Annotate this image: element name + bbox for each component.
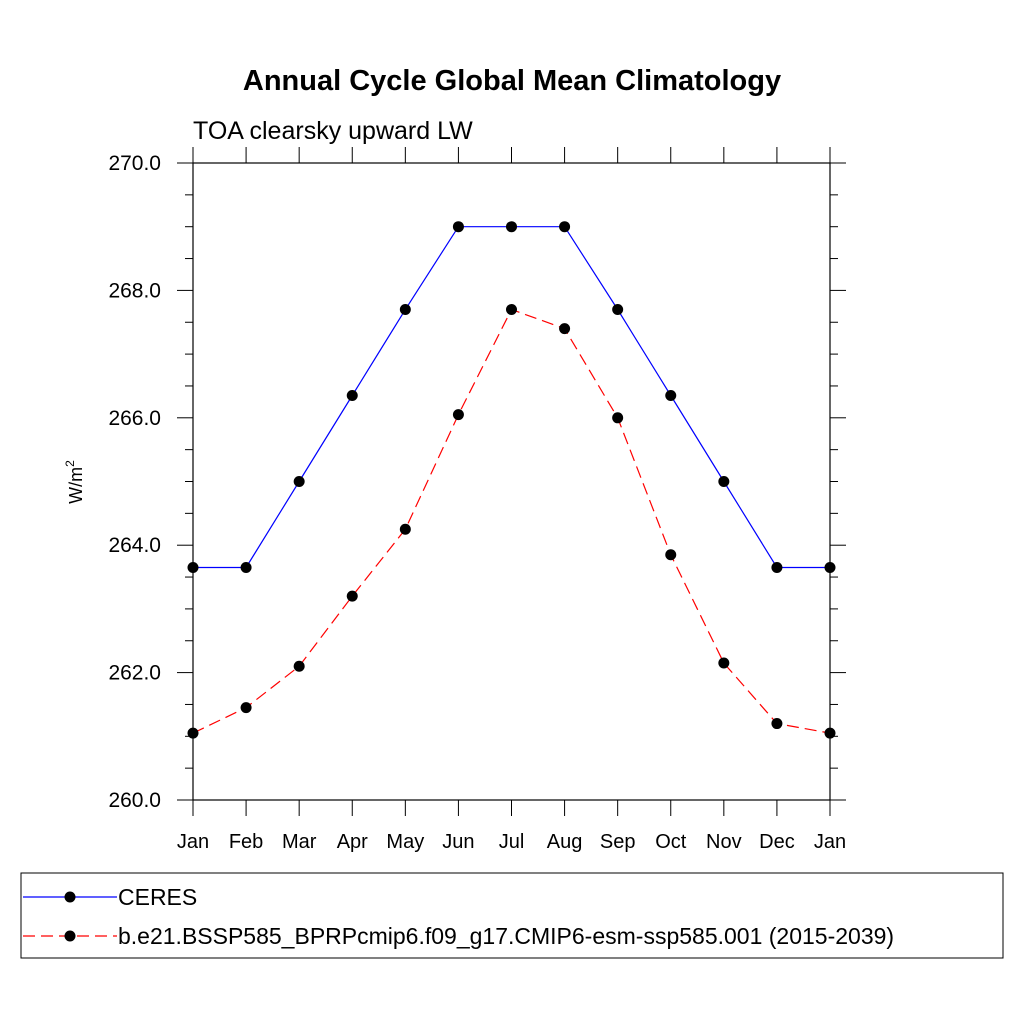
x-tick-label: Feb <box>229 831 263 853</box>
series-0-point <box>718 476 730 487</box>
x-tick-label: Jan <box>177 831 209 853</box>
x-tick-label: May <box>386 831 424 853</box>
series-0-point <box>665 390 677 402</box>
x-tick-label: Apr <box>337 831 368 853</box>
y-tick-label: 266.0 <box>108 407 161 430</box>
series-1-point <box>187 727 199 739</box>
series-1-point <box>346 590 358 602</box>
legend-marker-0 <box>64 891 76 903</box>
y-tick-label: 270.0 <box>108 152 161 175</box>
series-0-point <box>240 561 252 573</box>
series-1-point <box>452 409 464 421</box>
legend-label-0: CERES <box>118 884 197 910</box>
series-1-point <box>665 549 677 561</box>
series-0-point <box>824 561 836 573</box>
x-tick-label: Mar <box>282 831 317 853</box>
series-0-point <box>559 221 571 233</box>
chart-title: Annual Cycle Global Mean Climatology <box>243 65 781 97</box>
x-tick-label: Oct <box>655 831 687 853</box>
series-0-point <box>399 304 411 316</box>
y-axis-ticks: 260.0 262.0 264.0 266.0 268.0 270.0 <box>108 152 846 812</box>
series-1-point <box>771 718 783 730</box>
y-axis-label-base: W/m <box>66 467 86 504</box>
y-axis-label-superscript: 2 <box>63 460 77 467</box>
x-tick-label: Sep <box>600 831 636 853</box>
x-tick-label: Jun <box>442 831 474 853</box>
series-0-point <box>612 304 624 316</box>
legend-box <box>20 872 1004 959</box>
legend-marker-1 <box>64 930 76 942</box>
series-0-point <box>771 561 783 573</box>
x-tick-label: Jan <box>814 831 846 853</box>
series-1-point <box>399 523 411 535</box>
x-tick-label: Jul <box>499 831 525 853</box>
series-0-point <box>293 476 305 487</box>
series-1-point <box>240 702 252 714</box>
chart-subtitle: TOA clearsky upward LW <box>193 117 473 145</box>
y-tick-label: 262.0 <box>108 662 161 685</box>
x-axis-ticks: Jan Feb Mar Apr May Jun Jul Aug Sep Oct Nov Dec Jan <box>177 147 846 853</box>
series-1-point <box>718 657 730 669</box>
series-1-point <box>612 412 624 424</box>
y-tick-label: 264.0 <box>108 534 161 557</box>
series-1-point <box>293 660 305 672</box>
series-0-point <box>187 561 199 573</box>
series-layer <box>187 221 836 739</box>
series-0-point <box>452 221 464 233</box>
y-tick-label: 268.0 <box>108 279 161 302</box>
series-0-point <box>506 221 517 233</box>
legend-label-1: b.e21.BSSP585_BPRPcmip6.f09_g17.CMIP6-es… <box>118 923 894 949</box>
series-0-point <box>346 390 358 402</box>
y-axis-label: W/m2 <box>63 460 86 504</box>
y-tick-label: 260.0 <box>108 789 161 812</box>
x-tick-label: Nov <box>706 831 742 853</box>
series-1-point <box>559 323 571 335</box>
legend: CERES b.e21.BSSP585_BPRPcmip6.f09_g17.CMI… <box>20 872 1004 959</box>
x-tick-label: Aug <box>547 831 583 853</box>
legend-entries: CERES b.e21.BSSP585_BPRPcmip6.f09_g17.CMI… <box>23 884 894 949</box>
x-tick-label: Dec <box>759 831 795 853</box>
series-1-point <box>824 727 836 739</box>
series-1-point <box>506 304 517 316</box>
